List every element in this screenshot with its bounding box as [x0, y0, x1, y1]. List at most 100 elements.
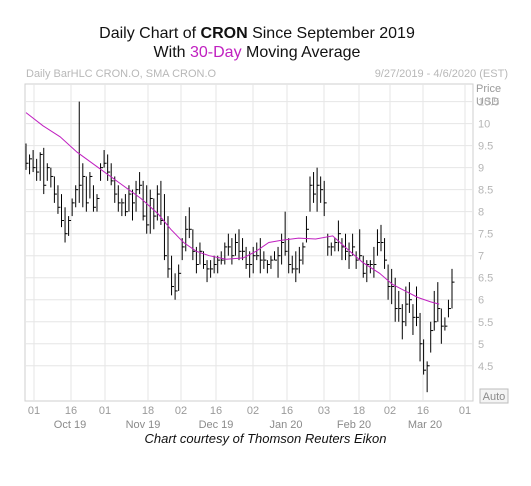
- hlc-bar: [103, 150, 107, 168]
- hlc-bar: [29, 154, 33, 175]
- hlc-bar: [57, 185, 61, 214]
- hlc-bar: [121, 198, 125, 217]
- chart-credit: Chart courtesy of Thomson Reuters Eikon: [144, 431, 387, 446]
- y-tick-label: 9.5: [478, 141, 493, 153]
- y-tick-label: 8: [478, 207, 484, 219]
- hlc-bar: [206, 260, 210, 283]
- hlc-bar: [284, 211, 288, 256]
- hlc-bar: [82, 163, 86, 208]
- hlc-bar: [192, 229, 196, 261]
- hlc-bar: [440, 308, 444, 344]
- hlc-bar: [114, 176, 118, 203]
- hlc-bar: [423, 339, 427, 375]
- hlc-bar: [85, 176, 89, 212]
- hlc-bar: [238, 229, 242, 261]
- y-tick-label: 10: [478, 119, 490, 131]
- hlc-bar: [210, 260, 214, 278]
- hlc-bar: [362, 255, 366, 278]
- hlc-bar: [334, 238, 338, 252]
- x-tick-label: 16: [281, 405, 293, 417]
- hlc-bar: [416, 286, 419, 327]
- y-tick-label: 6: [478, 295, 484, 307]
- hlc-bar: [89, 172, 93, 199]
- hlc-bar: [195, 246, 199, 274]
- y-tick-label: 9: [478, 163, 484, 175]
- hlc-bar: [231, 238, 235, 265]
- hlc-bar: [391, 268, 395, 305]
- hlc-bar: [387, 264, 391, 300]
- hlc-bar: [249, 251, 253, 278]
- hlc-bar: [39, 152, 43, 181]
- hlc-bar: [373, 246, 377, 278]
- hlc-bar: [185, 216, 189, 252]
- hlc-bar: [188, 207, 192, 239]
- hlc-bar: [281, 233, 285, 265]
- hlc-bar: [277, 246, 281, 278]
- x-tick-label: 01: [28, 405, 40, 417]
- hlc-bar: [61, 194, 64, 228]
- hlc-bar: [213, 255, 217, 274]
- hlc-bar: [252, 246, 256, 274]
- hlc-bar: [171, 255, 175, 296]
- y-tick-label: 5.5: [478, 317, 493, 329]
- hlc-bar: [366, 260, 370, 283]
- hlc-bar: [355, 251, 359, 269]
- x-tick-label: 16: [65, 405, 77, 417]
- hlc-bar: [178, 264, 182, 291]
- price-bars: [25, 101, 455, 393]
- x-month-label: Mar 20: [408, 419, 442, 431]
- moving-average-line: [25, 112, 440, 305]
- x-tick-label: 01: [99, 405, 111, 417]
- hlc-bar: [46, 163, 50, 181]
- hlc-bar: [359, 229, 363, 261]
- hlc-bar: [149, 189, 153, 234]
- chart-legend-text: Daily BarHLC CRON.O, SMA CRON.O: [26, 68, 217, 80]
- y-tick-label: 6.5: [478, 273, 493, 285]
- hlc-bar: [274, 251, 277, 261]
- hlc-bar: [316, 167, 320, 212]
- grid: [25, 84, 473, 401]
- hlc-bar: [302, 242, 306, 265]
- y-tick-label: 5: [478, 339, 484, 351]
- x-month-label: Feb 20: [337, 419, 371, 431]
- hlc-bar: [43, 147, 47, 195]
- y-tick-label: 8.5: [478, 185, 493, 197]
- x-tick-label: 03: [318, 405, 330, 417]
- hlc-bar: [132, 189, 135, 221]
- hlc-bar: [323, 180, 327, 217]
- price-axis-label: Price: [476, 83, 501, 95]
- hlc-bar: [266, 260, 270, 274]
- hlc-bar: [437, 282, 441, 322]
- hlc-bar: [224, 242, 228, 265]
- hlc-bar: [153, 198, 157, 230]
- hlc-bar: [174, 273, 178, 300]
- hlc-bar: [295, 251, 299, 283]
- x-tick-label: 01: [459, 405, 471, 417]
- hlc-bar: [398, 290, 402, 322]
- hlc-bar: [217, 255, 221, 274]
- auto-scale-button[interactable]: [479, 388, 509, 404]
- hlc-bar: [25, 143, 29, 170]
- hlc-bar: [68, 216, 72, 236]
- hlc-bar: [341, 238, 345, 261]
- date-range: 9/27/2019 - 4/6/2020 (EST): [375, 68, 508, 80]
- hlc-bar: [100, 163, 104, 181]
- hlc-bar: [288, 238, 292, 274]
- hlc-bar: [320, 176, 324, 203]
- x-axis-ticks: 01 16 01 18 02 16 02 16 03 18 02 16 01 Oct 19 Nov 19 De…: [28, 405, 471, 431]
- hlc-bar: [384, 238, 388, 269]
- hlc-bar: [298, 246, 302, 274]
- hlc-bar: [376, 229, 380, 256]
- plot-frame: [24, 83, 474, 402]
- hlc-bar: [433, 290, 437, 331]
- x-tick-label: 02: [384, 405, 396, 417]
- hlc-bar: [146, 185, 150, 234]
- y-tick-label: 7: [478, 251, 484, 263]
- x-tick-label: 18: [353, 405, 365, 417]
- y-tick-label: 10.5: [478, 97, 499, 109]
- hlc-bar: [401, 304, 405, 340]
- x-tick-label: 18: [142, 405, 154, 417]
- hlc-bar: [78, 101, 82, 203]
- hlc-bar: [75, 185, 79, 208]
